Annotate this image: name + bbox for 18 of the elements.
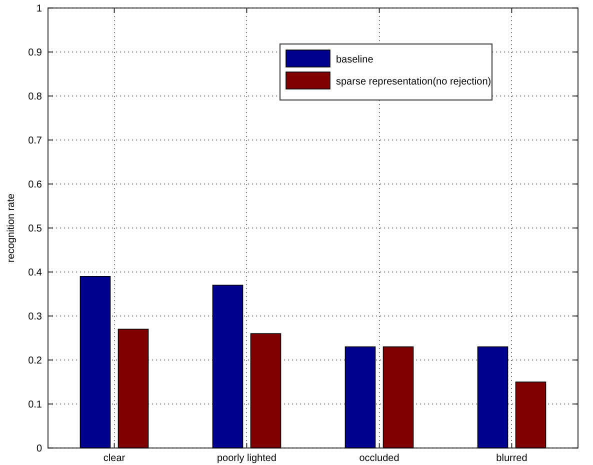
y-tick-label: 0.3 [28,312,42,322]
y-axis-title: recognition rate [6,193,17,262]
y-tick-label: 0.9 [28,48,42,58]
x-tick-label: occluded [359,453,400,464]
x-tick-label: poorly lighted [217,453,276,464]
y-tick-label: 0.5 [28,224,42,234]
y-tick-label: 0.7 [28,136,42,146]
legend-label: sparse representation(no rejection) [336,76,492,88]
y-tick-label: 0.1 [28,400,42,410]
y-tick-label: 1 [36,4,42,14]
y-tick-label: 0 [36,444,42,454]
y-tick-label: 0.4 [28,268,42,278]
legend-label: baseline [336,54,374,66]
y-tick-label: 0.8 [28,92,42,102]
x-tick-label: clear [103,453,126,464]
y-tick-label: 0.6 [28,180,42,190]
y-tick-label: 0.2 [28,356,42,366]
x-tick-label: blurred [496,453,528,464]
